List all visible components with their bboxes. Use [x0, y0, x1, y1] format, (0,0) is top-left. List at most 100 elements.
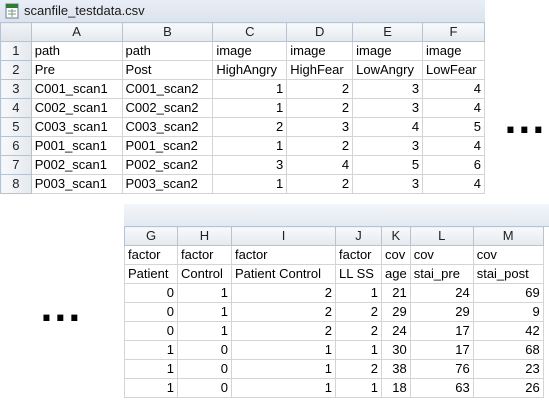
column-header[interactable]: J	[335, 226, 382, 246]
cell[interactable]: 3	[286, 117, 354, 137]
cell[interactable]: 18	[381, 378, 411, 398]
row-header[interactable]: 8	[0, 174, 32, 194]
cell[interactable]: 26	[472, 378, 544, 398]
cell[interactable]: 1	[335, 283, 382, 303]
cell[interactable]: 38	[381, 359, 411, 379]
column-header[interactable]: D	[286, 22, 354, 42]
cell[interactable]: C003_scan2	[121, 117, 214, 137]
cell[interactable]: 24	[409, 283, 474, 303]
cell[interactable]: 1	[124, 378, 178, 398]
cell[interactable]: cov	[409, 245, 474, 265]
cell[interactable]: 3	[352, 174, 424, 194]
cell[interactable]: 2	[286, 136, 354, 156]
cell[interactable]: Patient Control	[231, 264, 336, 284]
cell[interactable]: 17	[409, 340, 474, 360]
cell[interactable]: stai_pre	[409, 264, 474, 284]
column-header[interactable]: M	[472, 226, 544, 246]
cell[interactable]: 2	[286, 98, 354, 118]
cell[interactable]: C001_scan1	[30, 79, 123, 99]
row-header[interactable]: 5	[0, 117, 32, 137]
cell[interactable]: 3	[352, 98, 424, 118]
cell[interactable]: 0	[124, 321, 178, 341]
cell[interactable]: 2	[335, 321, 382, 341]
cell[interactable]: 6	[422, 155, 485, 175]
row-header[interactable]: 6	[0, 136, 32, 156]
row-header[interactable]: 4	[0, 98, 32, 118]
cell[interactable]: factor	[335, 245, 382, 265]
cell[interactable]: 9	[472, 302, 544, 322]
cell[interactable]: 23	[472, 359, 544, 379]
cell[interactable]: P001_scan2	[121, 136, 214, 156]
cell[interactable]: C002_scan2	[121, 98, 214, 118]
cell[interactable]: 2	[231, 321, 336, 341]
cell[interactable]: 29	[381, 302, 411, 322]
cell[interactable]: image	[286, 41, 354, 61]
cell[interactable]: path	[121, 41, 214, 61]
cell[interactable]: 76	[409, 359, 474, 379]
cell[interactable]: stai_post	[472, 264, 544, 284]
cell[interactable]: 2	[286, 79, 354, 99]
cell[interactable]: P001_scan1	[30, 136, 123, 156]
cell[interactable]: 0	[177, 340, 232, 360]
cell[interactable]: 5	[352, 155, 424, 175]
cell[interactable]: C002_scan1	[30, 98, 123, 118]
cell[interactable]: 21	[381, 283, 411, 303]
cell[interactable]: 17	[409, 321, 474, 341]
cell[interactable]: age	[381, 264, 411, 284]
column-header[interactable]: C	[212, 22, 288, 42]
cell[interactable]: 4	[422, 98, 485, 118]
cell[interactable]: Control	[177, 264, 232, 284]
row-header[interactable]: 3	[0, 79, 32, 99]
column-header[interactable]: B	[121, 22, 214, 42]
cell[interactable]: LowFear	[422, 60, 485, 80]
cell[interactable]: 63	[409, 378, 474, 398]
cell[interactable]: 4	[422, 79, 485, 99]
cell[interactable]: cov	[381, 245, 411, 265]
cell[interactable]: 5	[422, 117, 485, 137]
cell[interactable]: 4	[422, 136, 485, 156]
cell[interactable]: 0	[177, 378, 232, 398]
cell[interactable]: 4	[286, 155, 354, 175]
cell[interactable]: 2	[231, 283, 336, 303]
cell[interactable]: 2	[286, 174, 354, 194]
cell[interactable]: factor	[124, 245, 178, 265]
cell[interactable]: path	[30, 41, 123, 61]
cell[interactable]: 2	[335, 302, 382, 322]
cell[interactable]: P002_scan2	[121, 155, 214, 175]
cell[interactable]: 2	[212, 117, 288, 137]
cell[interactable]: 1	[124, 340, 178, 360]
cell[interactable]: 1	[177, 302, 232, 322]
spreadsheet-grid[interactable]: G H I J K L M factor factor factor facto…	[124, 226, 544, 398]
cell[interactable]: Pre	[30, 60, 123, 80]
cell[interactable]: 69	[472, 283, 544, 303]
cell[interactable]: 1	[231, 359, 336, 379]
cell[interactable]: C001_scan2	[121, 79, 214, 99]
cell[interactable]: 1	[212, 79, 288, 99]
column-header[interactable]: G	[124, 226, 178, 246]
column-header[interactable]: I	[231, 226, 336, 246]
cell[interactable]: 1	[212, 136, 288, 156]
cell[interactable]: 3	[212, 155, 288, 175]
column-header[interactable]: E	[352, 22, 424, 42]
cell[interactable]: 42	[472, 321, 544, 341]
cell[interactable]: 0	[177, 359, 232, 379]
cell[interactable]: image	[212, 41, 288, 61]
row-header[interactable]: 2	[0, 60, 32, 80]
cell[interactable]: 2	[335, 359, 382, 379]
cell[interactable]: 4	[352, 117, 424, 137]
cell[interactable]: Post	[121, 60, 214, 80]
cell[interactable]: HighAngry	[212, 60, 288, 80]
cell[interactable]: 3	[352, 136, 424, 156]
cell[interactable]: 3	[352, 79, 424, 99]
column-header[interactable]: A	[30, 22, 123, 42]
cell[interactable]: 1	[177, 283, 232, 303]
cell[interactable]: image	[422, 41, 485, 61]
cell[interactable]: 1	[231, 378, 336, 398]
cell[interactable]: P002_scan1	[30, 155, 123, 175]
cell[interactable]: factor	[177, 245, 232, 265]
row-header[interactable]: 7	[0, 155, 32, 175]
cell[interactable]: 68	[472, 340, 544, 360]
cell[interactable]: 1	[335, 378, 382, 398]
column-header[interactable]: H	[177, 226, 232, 246]
cell[interactable]: Patient	[124, 264, 178, 284]
